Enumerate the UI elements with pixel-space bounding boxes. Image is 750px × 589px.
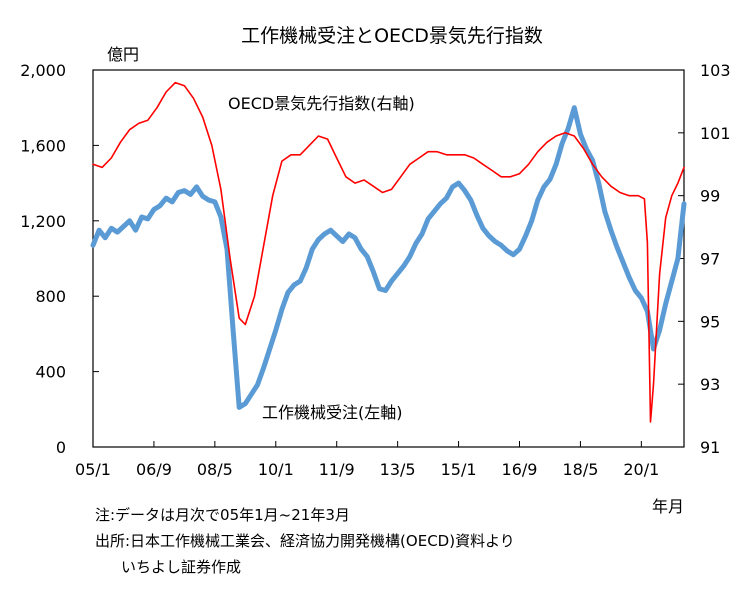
x-tick-label: 16/9 [502,460,538,479]
right-axis: 91 93 95 97 99 101 103 [678,61,731,457]
x-tick-label: 08/5 [197,460,233,479]
left-axis-unit: 億円 [107,45,139,64]
x-tick-label: 11/9 [319,460,355,479]
left-axis: 0 400 800 1,200 1,600 2,000 [20,61,99,457]
left-tick-label: 800 [35,287,66,306]
left-tick-label: 2,000 [20,61,66,80]
x-tick-label: 10/1 [258,460,294,479]
x-tick-label: 15/1 [441,460,477,479]
right-tick-label: 99 [700,187,720,206]
right-tick-label: 93 [700,375,720,394]
x-tick-label: 05/1 [75,460,111,479]
x-tick-label: 06/9 [136,460,172,479]
right-tick-label: 101 [700,124,731,143]
left-tick-label: 400 [35,363,66,382]
annotation-orders: 工作機械受注(左軸) [262,403,403,422]
series-line-oecd-cli [92,81,685,423]
series-group [90,81,687,423]
note-line-3: いちよし証券作成 [121,558,242,576]
right-tick-label: 97 [700,250,720,269]
x-tick-label: 13/5 [380,460,416,479]
left-tick-label: 1,200 [20,212,66,231]
note-line-1: 注:データは月次で05年1月~21年3月 [95,506,350,524]
x-axis-unit: 年月 [652,497,684,516]
x-tick-label: 20/1 [623,460,659,479]
series-line-machine-tool-orders [90,105,687,410]
right-tick-label: 95 [700,312,720,331]
annotation-oecd: OECD景気先行指数(右軸) [228,94,415,113]
right-tick-label: 91 [700,438,720,457]
x-axis: 05/1 06/9 08/5 10/1 11/9 13/5 15/1 16/9 18/5 20/1 [75,441,659,479]
note-line-2: 出所:日本工作機械工業会、経済協力開発機構(OECD)資料より [95,532,515,550]
x-tick-label: 18/5 [562,460,598,479]
left-tick-label: 0 [56,438,66,457]
left-tick-label: 1,600 [20,136,66,155]
chart-title: 工作機械受注とOECD景気先行指数 [241,25,543,47]
right-tick-label: 103 [700,61,731,80]
plot-area [92,69,685,448]
